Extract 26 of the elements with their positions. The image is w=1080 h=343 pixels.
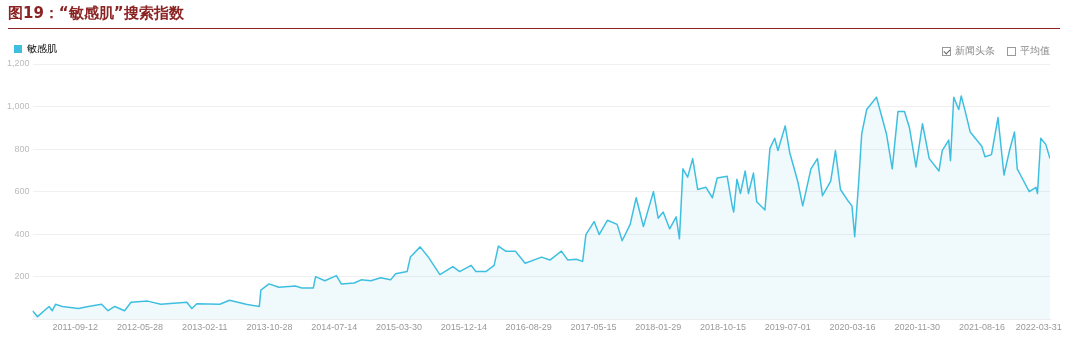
- x-tick-label: 2014-07-14: [311, 322, 358, 333]
- text: 平均值: [1020, 44, 1050, 58]
- chart-title: 图19：“敏感肌”搜索指数: [8, 4, 184, 23]
- x-tick-label: 2020-03-16: [829, 322, 876, 333]
- y-tick-label: 200: [14, 271, 30, 282]
- x-tick-label: 2017-05-15: [570, 322, 617, 333]
- x-tick-label: 2015-03-30: [376, 322, 423, 333]
- x-tick-label: 2018-01-29: [635, 322, 682, 333]
- x-tick-label: 2019-07-01: [764, 322, 811, 333]
- y-tick-label: 1,200: [6, 58, 30, 69]
- x-tick-label: 2015-12-14: [440, 322, 487, 333]
- x-tick-label: 2016-08-29: [505, 322, 552, 333]
- x-tick-label: 2021-08-16: [958, 322, 1006, 333]
- x-tick-label: 2012-05-28: [117, 322, 164, 333]
- text: 新闻头条: [955, 44, 995, 58]
- x-tick-label: 2018-10-15: [699, 322, 746, 333]
- y-tick-label: 1,000: [6, 101, 30, 112]
- legend-label: 敏感肌: [27, 42, 57, 54]
- x-tick-label: 2022-03-31: [1015, 322, 1062, 333]
- x-tick-label: 2013-02-11: [182, 322, 228, 333]
- x-tick-label: 2011-09-12: [52, 322, 98, 333]
- y-tick-label: 600: [14, 186, 30, 197]
- x-tick-label: 2020-11-30: [894, 322, 940, 333]
- y-tick-label: 800: [14, 143, 30, 154]
- x-tick-label: 2013-10-28: [246, 322, 293, 333]
- y-tick-label: 400: [14, 228, 30, 239]
